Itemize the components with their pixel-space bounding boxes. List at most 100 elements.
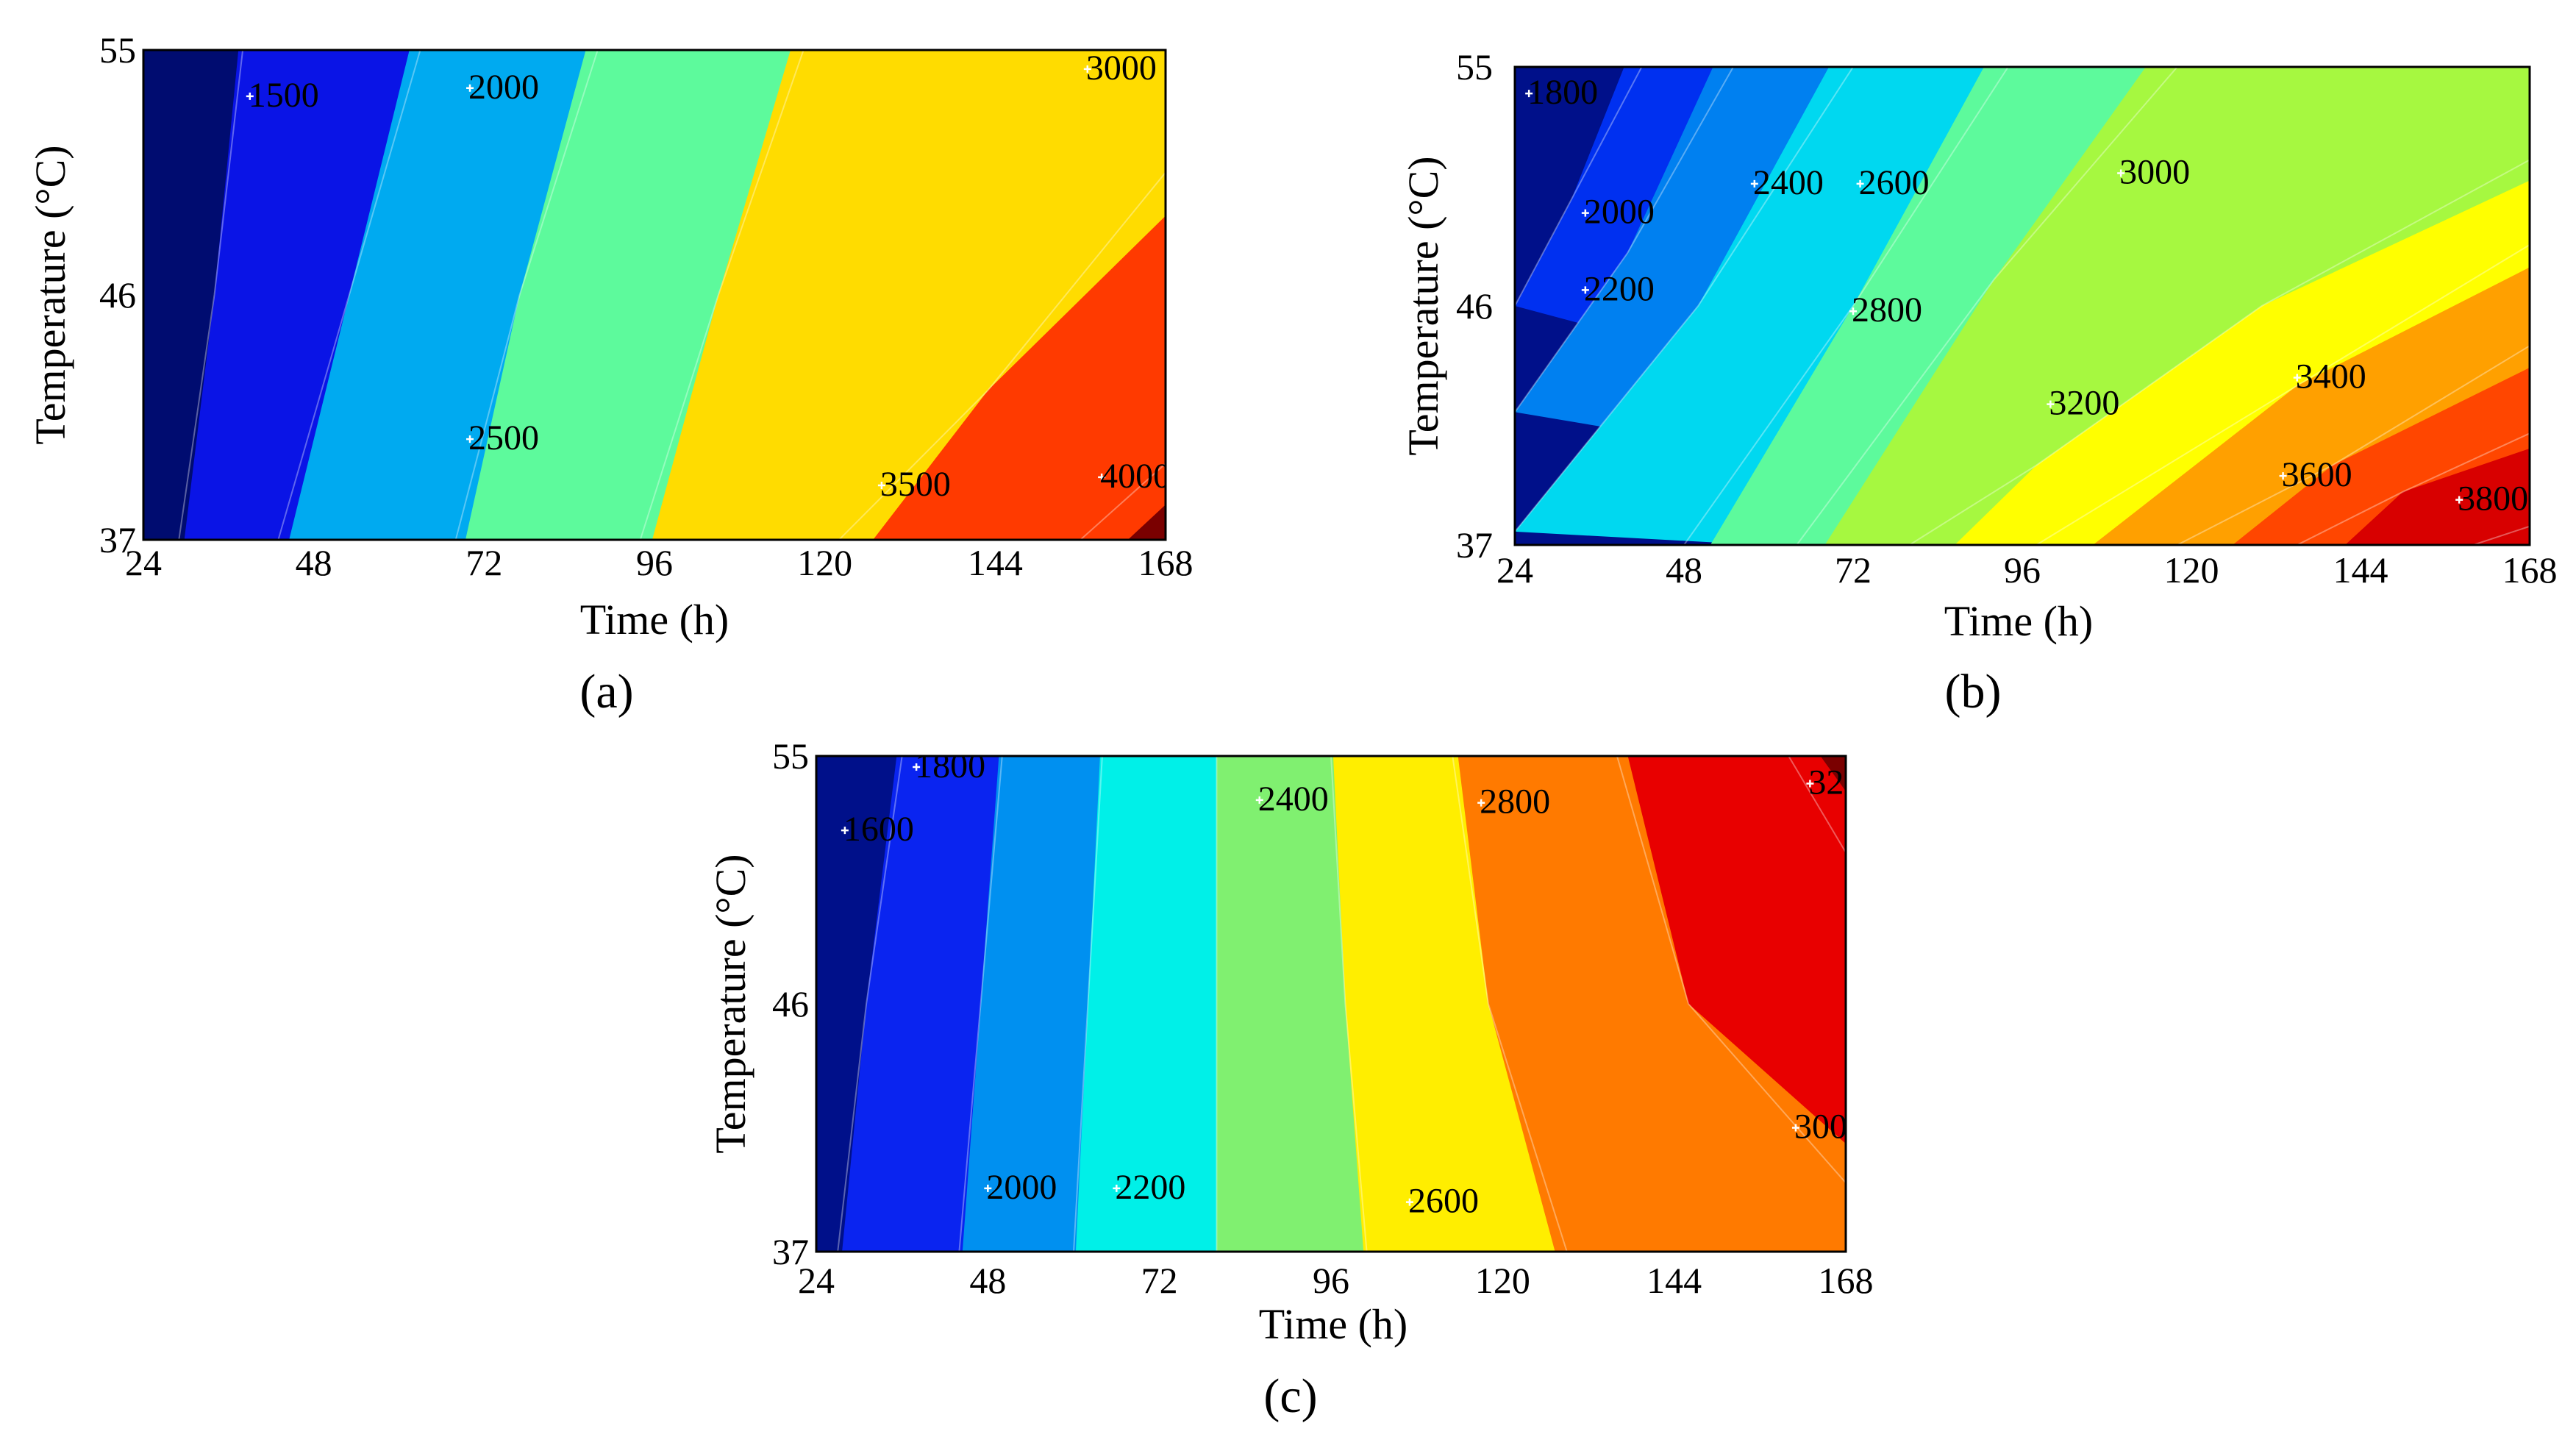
plot-area-b: 1800 2000 2200 2400 2600 2800 3000 3200 3400 3600…	[1515, 67, 2530, 545]
contour-marker-c-7	[1791, 1124, 1799, 1132]
contour-line-a-4	[639, 50, 804, 540]
contour-marker-c-6	[1405, 1198, 1413, 1206]
x-axis-label-b: Time (h)	[1944, 597, 2094, 645]
contour-marker-b-0	[1525, 90, 1533, 98]
contour-label-b-1800: 1800	[1527, 73, 1598, 112]
contour-label-a-3000: 3000	[1086, 49, 1157, 88]
contour-line-b-4	[1683, 67, 2009, 545]
contour-band-a-6	[1127, 504, 1166, 540]
plot-frame-a	[142, 49, 1167, 541]
contour-line-c-6	[1452, 756, 1568, 1252]
contour-band-b-9	[2345, 448, 2530, 545]
contour-line-a-2	[277, 50, 421, 540]
y-axis-label-a: Temperature (°C)	[26, 145, 74, 444]
plot-frame-b	[1513, 65, 2531, 546]
x-tick-label-a-168: 168	[1138, 542, 1194, 583]
contour-label-b-2400: 2400	[1753, 163, 1824, 202]
contour-line-a-6	[1080, 463, 1166, 540]
x-tick-label-a-120: 120	[797, 542, 852, 583]
contour-line-b-10	[2472, 525, 2530, 545]
contour-band-c-7	[1627, 756, 1846, 1144]
contour-marker-b-6	[2117, 169, 2125, 177]
x-tick-label-c-144: 144	[1646, 1260, 1702, 1301]
plot-area-a: 1500 2000 2500 3000 3500 4000	[143, 49, 1166, 540]
x-tick-label-a-48: 48	[296, 542, 332, 583]
contour-line-c-5	[1330, 756, 1368, 1252]
x-tick-label-b-96: 96	[2004, 549, 2041, 591]
contour-label-c-1800: 1800	[915, 746, 985, 785]
y-tick-label-a-37: 37	[99, 519, 136, 560]
contour-label-a-3500: 3500	[880, 465, 951, 504]
y-tick-label-c-46: 46	[772, 983, 809, 1024]
x-tick-label-c-120: 120	[1475, 1260, 1530, 1301]
contour-label-a-2000: 2000	[468, 68, 539, 107]
contour-label-b-3800: 3800	[2458, 479, 2528, 518]
contour-marker-b-1	[1581, 209, 1589, 217]
y-tick-label-b-46: 46	[1456, 285, 1493, 327]
contour-marker-b-9	[2279, 472, 2287, 480]
y-axis-label-c: Temperature (°C)	[707, 854, 754, 1153]
contour-marker-b-8	[2293, 374, 2301, 382]
panel-label-a: (a)	[579, 665, 633, 718]
contour-marker-a-3	[1083, 65, 1091, 73]
contour-label-c-2000: 2000	[986, 1168, 1057, 1207]
contour-label-c-2600: 2600	[1408, 1182, 1479, 1221]
y-tick-label-a-55: 55	[99, 29, 136, 71]
contour-marker-a-5	[1098, 473, 1106, 481]
x-axis-label-a: Time (h)	[580, 596, 729, 643]
x-tick-label-a-72: 72	[465, 542, 502, 583]
contour-label-c-3200: 3200	[1808, 763, 1879, 802]
contour-label-a-2500: 2500	[468, 418, 539, 457]
x-tick-label-a-24: 24	[125, 542, 162, 583]
x-tick-label-c-72: 72	[1141, 1260, 1178, 1301]
contour-label-b-3400: 3400	[2296, 357, 2366, 396]
contour-marker-b-3	[1750, 179, 1758, 188]
x-tick-label-c-24: 24	[798, 1260, 835, 1301]
contour-line-b-9	[2297, 432, 2530, 545]
contour-marker-c-1	[913, 763, 921, 771]
contour-line-c-1	[837, 756, 903, 1252]
y-tick-label-a-46: 46	[99, 274, 136, 315]
contour-line-b-2	[1515, 67, 1734, 413]
contour-marker-c-2	[984, 1184, 992, 1192]
contour-line-a-1	[178, 50, 244, 540]
x-tick-label-b-48: 48	[1666, 549, 1702, 591]
contour-marker-c-4	[1255, 796, 1263, 804]
y-tick-label-b-37: 37	[1456, 524, 1493, 566]
y-tick-label-c-37: 37	[772, 1231, 809, 1272]
contour-marker-c-5	[1477, 799, 1485, 807]
x-tick-label-b-168: 168	[2502, 549, 2558, 591]
panel-b: 1800 2000 2200 2400 2600 2800 3000 3200 3400 3600…	[1399, 46, 2558, 718]
y-tick-label-b-55: 55	[1456, 46, 1493, 88]
x-tick-label-c-168: 168	[1819, 1260, 1874, 1301]
contour-marker-a-1	[466, 84, 474, 92]
contour-label-b-2800: 2800	[1852, 290, 1922, 329]
contour-marker-c-8	[1806, 780, 1814, 788]
contour-label-c-1600: 1600	[843, 810, 914, 849]
contour-line-c-2	[958, 756, 1003, 1252]
contour-marker-c-3	[1113, 1184, 1121, 1192]
contour-line-b-7	[2036, 244, 2530, 545]
contour-marker-b-5	[1849, 307, 1857, 315]
contour-line-b-3	[1515, 67, 1854, 532]
x-tick-label-a-96: 96	[636, 542, 673, 583]
contour-line-b-6	[1909, 159, 2530, 545]
x-tick-label-b-120: 120	[2164, 549, 2219, 591]
x-tick-label-c-96: 96	[1313, 1260, 1349, 1301]
contour-marker-b-2	[1581, 286, 1589, 294]
contour-label-b-2200: 2200	[1584, 269, 1655, 308]
x-tick-label-b-72: 72	[1835, 549, 1872, 591]
contour-line-c-8	[1788, 756, 1846, 853]
contour-band-a-5	[873, 215, 1166, 540]
contour-label-b-2600: 2600	[1859, 163, 1930, 202]
panel-label-b: (b)	[1945, 665, 2002, 718]
contour-marker-c-0	[841, 827, 849, 835]
contour-label-c-2400: 2400	[1258, 780, 1329, 819]
y-tick-label-c-55: 55	[772, 735, 809, 777]
contour-line-b-8	[2177, 345, 2530, 545]
x-tick-label-b-24: 24	[1496, 549, 1533, 591]
